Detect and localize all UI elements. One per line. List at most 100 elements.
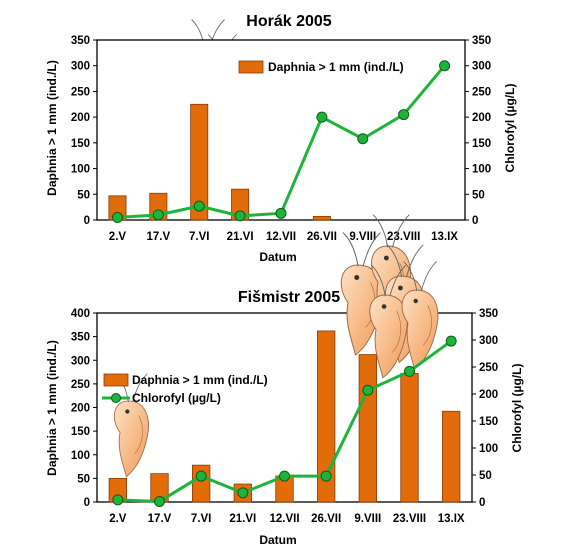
legend-bar-swatch — [103, 373, 129, 387]
x-tick-label: 21.VI — [229, 513, 256, 525]
x-tick-label: 2.V — [109, 513, 127, 525]
x-tick-label: 13.IX — [438, 513, 465, 525]
data-point — [112, 494, 124, 506]
left-tick-label: 300 — [71, 355, 90, 367]
left-tick-label: 350 — [71, 35, 90, 47]
left-tick-label: 50 — [77, 189, 90, 201]
x-tick-label: 21.VI — [227, 231, 254, 243]
x-tick-label: 17.V — [146, 231, 170, 243]
x-tick-labels: 2.V 17.V 7.VI 21.VI 12.VII 26.VII 9.VIII 23.VII… — [109, 513, 465, 525]
line-series — [111, 60, 451, 223]
legend-bar-swatch — [238, 60, 264, 74]
x-tick-label: 26.VII — [311, 513, 341, 525]
left-y-tick-labels: 0 50 100 150 200 250 300 350 400 — [71, 308, 90, 509]
x-tick-label: 26.VII — [307, 231, 337, 243]
bar — [190, 103, 209, 221]
data-point — [320, 470, 332, 482]
right-tick-label: 0 — [479, 497, 485, 509]
right-tick-label: 350 — [479, 308, 498, 320]
data-point — [398, 109, 410, 121]
legend-label: Daphnia > 1 mm (ind./L) — [268, 60, 404, 74]
legend-marker-swatch — [111, 393, 121, 403]
plot-area — [93, 39, 469, 221]
bar — [442, 410, 461, 503]
x-tick-label: 12.VII — [266, 231, 296, 243]
chart-title: Fišmistr 2005 — [238, 289, 340, 306]
right-tick-label: 100 — [472, 164, 491, 176]
right-y-tick-labels: 0 50 100 150 200 250 300 350 — [472, 35, 491, 227]
chart-horak: Horák 2005 2.V 17.V 7.VI 21.VI 12.VI — [45, 13, 517, 264]
line-series — [112, 335, 457, 507]
left-tick-label: 350 — [71, 332, 90, 344]
left-tick-label: 200 — [71, 403, 90, 415]
left-tick-label: 250 — [71, 379, 90, 391]
right-y-tick-labels: 0 50 100 150 200 250 300 350 — [479, 308, 498, 509]
x-tick-label: 9.VIII — [354, 513, 381, 525]
right-tick-label: 50 — [472, 189, 485, 201]
right-tick-label: 200 — [472, 112, 491, 124]
y-axis-label-right: Chlorofyl (µg/L) — [503, 84, 517, 173]
data-point — [152, 209, 164, 221]
data-point — [362, 384, 374, 396]
x-tick-label: 23.VIII — [387, 231, 420, 243]
x-tick-label: 9.VIII — [349, 231, 376, 243]
right-tick-label: 100 — [479, 443, 498, 455]
right-tick-label: 250 — [479, 362, 498, 374]
data-point — [154, 495, 165, 507]
right-tick-label: 300 — [479, 335, 498, 347]
left-tick-label: 0 — [84, 497, 90, 509]
right-tick-label: 250 — [472, 86, 491, 98]
plot-frame — [96, 39, 466, 221]
data-point — [445, 335, 457, 347]
right-tick-label: 0 — [472, 215, 478, 227]
legend-label: Daphnia > 1 mm (ind./L) — [132, 373, 268, 387]
legend-label: Chlorofyl (µg/L) — [132, 391, 221, 405]
left-tick-label: 250 — [71, 86, 90, 98]
left-tick-label: 100 — [71, 164, 90, 176]
data-point — [234, 210, 246, 222]
x-axis-label: Datum — [259, 533, 296, 547]
bar — [358, 354, 377, 503]
left-tick-label: 300 — [71, 61, 90, 73]
data-point — [357, 133, 369, 145]
right-tick-label: 300 — [472, 61, 491, 73]
x-tick-label: 7.VI — [189, 231, 209, 243]
right-tick-label: 200 — [479, 389, 498, 401]
left-tick-label: 400 — [71, 308, 90, 320]
data-point — [404, 365, 415, 377]
left-tick-label: 200 — [71, 112, 90, 124]
left-tick-label: 100 — [71, 450, 90, 462]
legend: Daphnia > 1 mm (ind./L) Chlorofyl (µg/L) — [102, 373, 268, 405]
left-tick-label: 50 — [77, 473, 90, 485]
left-tick-label: 150 — [71, 426, 90, 438]
data-point — [279, 470, 290, 482]
right-tick-label: 150 — [479, 416, 498, 428]
x-tick-label: 13.IX — [431, 231, 458, 243]
bar — [400, 373, 419, 503]
bar — [312, 215, 331, 221]
chart-fismistr: Fišmistr 2005 2.V 17.V 7.VI 21.VI — [45, 214, 524, 547]
x-tick-labels: 2.V 17.V 7.VI 21.VI 12.VII 26.VII 9.VIII 23.VII… — [109, 231, 458, 243]
x-axis-label: Datum — [259, 250, 296, 264]
right-tick-label: 150 — [472, 138, 491, 150]
bar — [317, 330, 336, 503]
x-tick-label: 12.VII — [269, 513, 299, 525]
data-point — [275, 207, 287, 219]
x-tick-label: 7.VI — [191, 513, 211, 525]
right-tick-label: 350 — [472, 35, 491, 47]
data-point — [193, 200, 205, 212]
data-point — [316, 111, 328, 123]
x-tick-label: 23.VIII — [393, 513, 426, 525]
legend: Daphnia > 1 mm (ind./L) — [238, 60, 404, 74]
chart-title: Horák 2005 — [246, 13, 331, 30]
data-point — [195, 470, 207, 482]
y-axis-label-right: Chlorofyl (µg/L) — [510, 364, 524, 453]
data-point — [237, 487, 249, 499]
left-tick-label: 150 — [71, 138, 90, 150]
left-y-tick-labels: 0 50 100 150 200 250 300 350 — [71, 35, 90, 227]
left-tick-label: 0 — [84, 215, 90, 227]
x-tick-label: 17.V — [148, 513, 172, 525]
y-axis-label-left: Daphnia > 1 mm (ind./L) — [45, 340, 59, 476]
x-tick-label: 2.V — [109, 231, 127, 243]
